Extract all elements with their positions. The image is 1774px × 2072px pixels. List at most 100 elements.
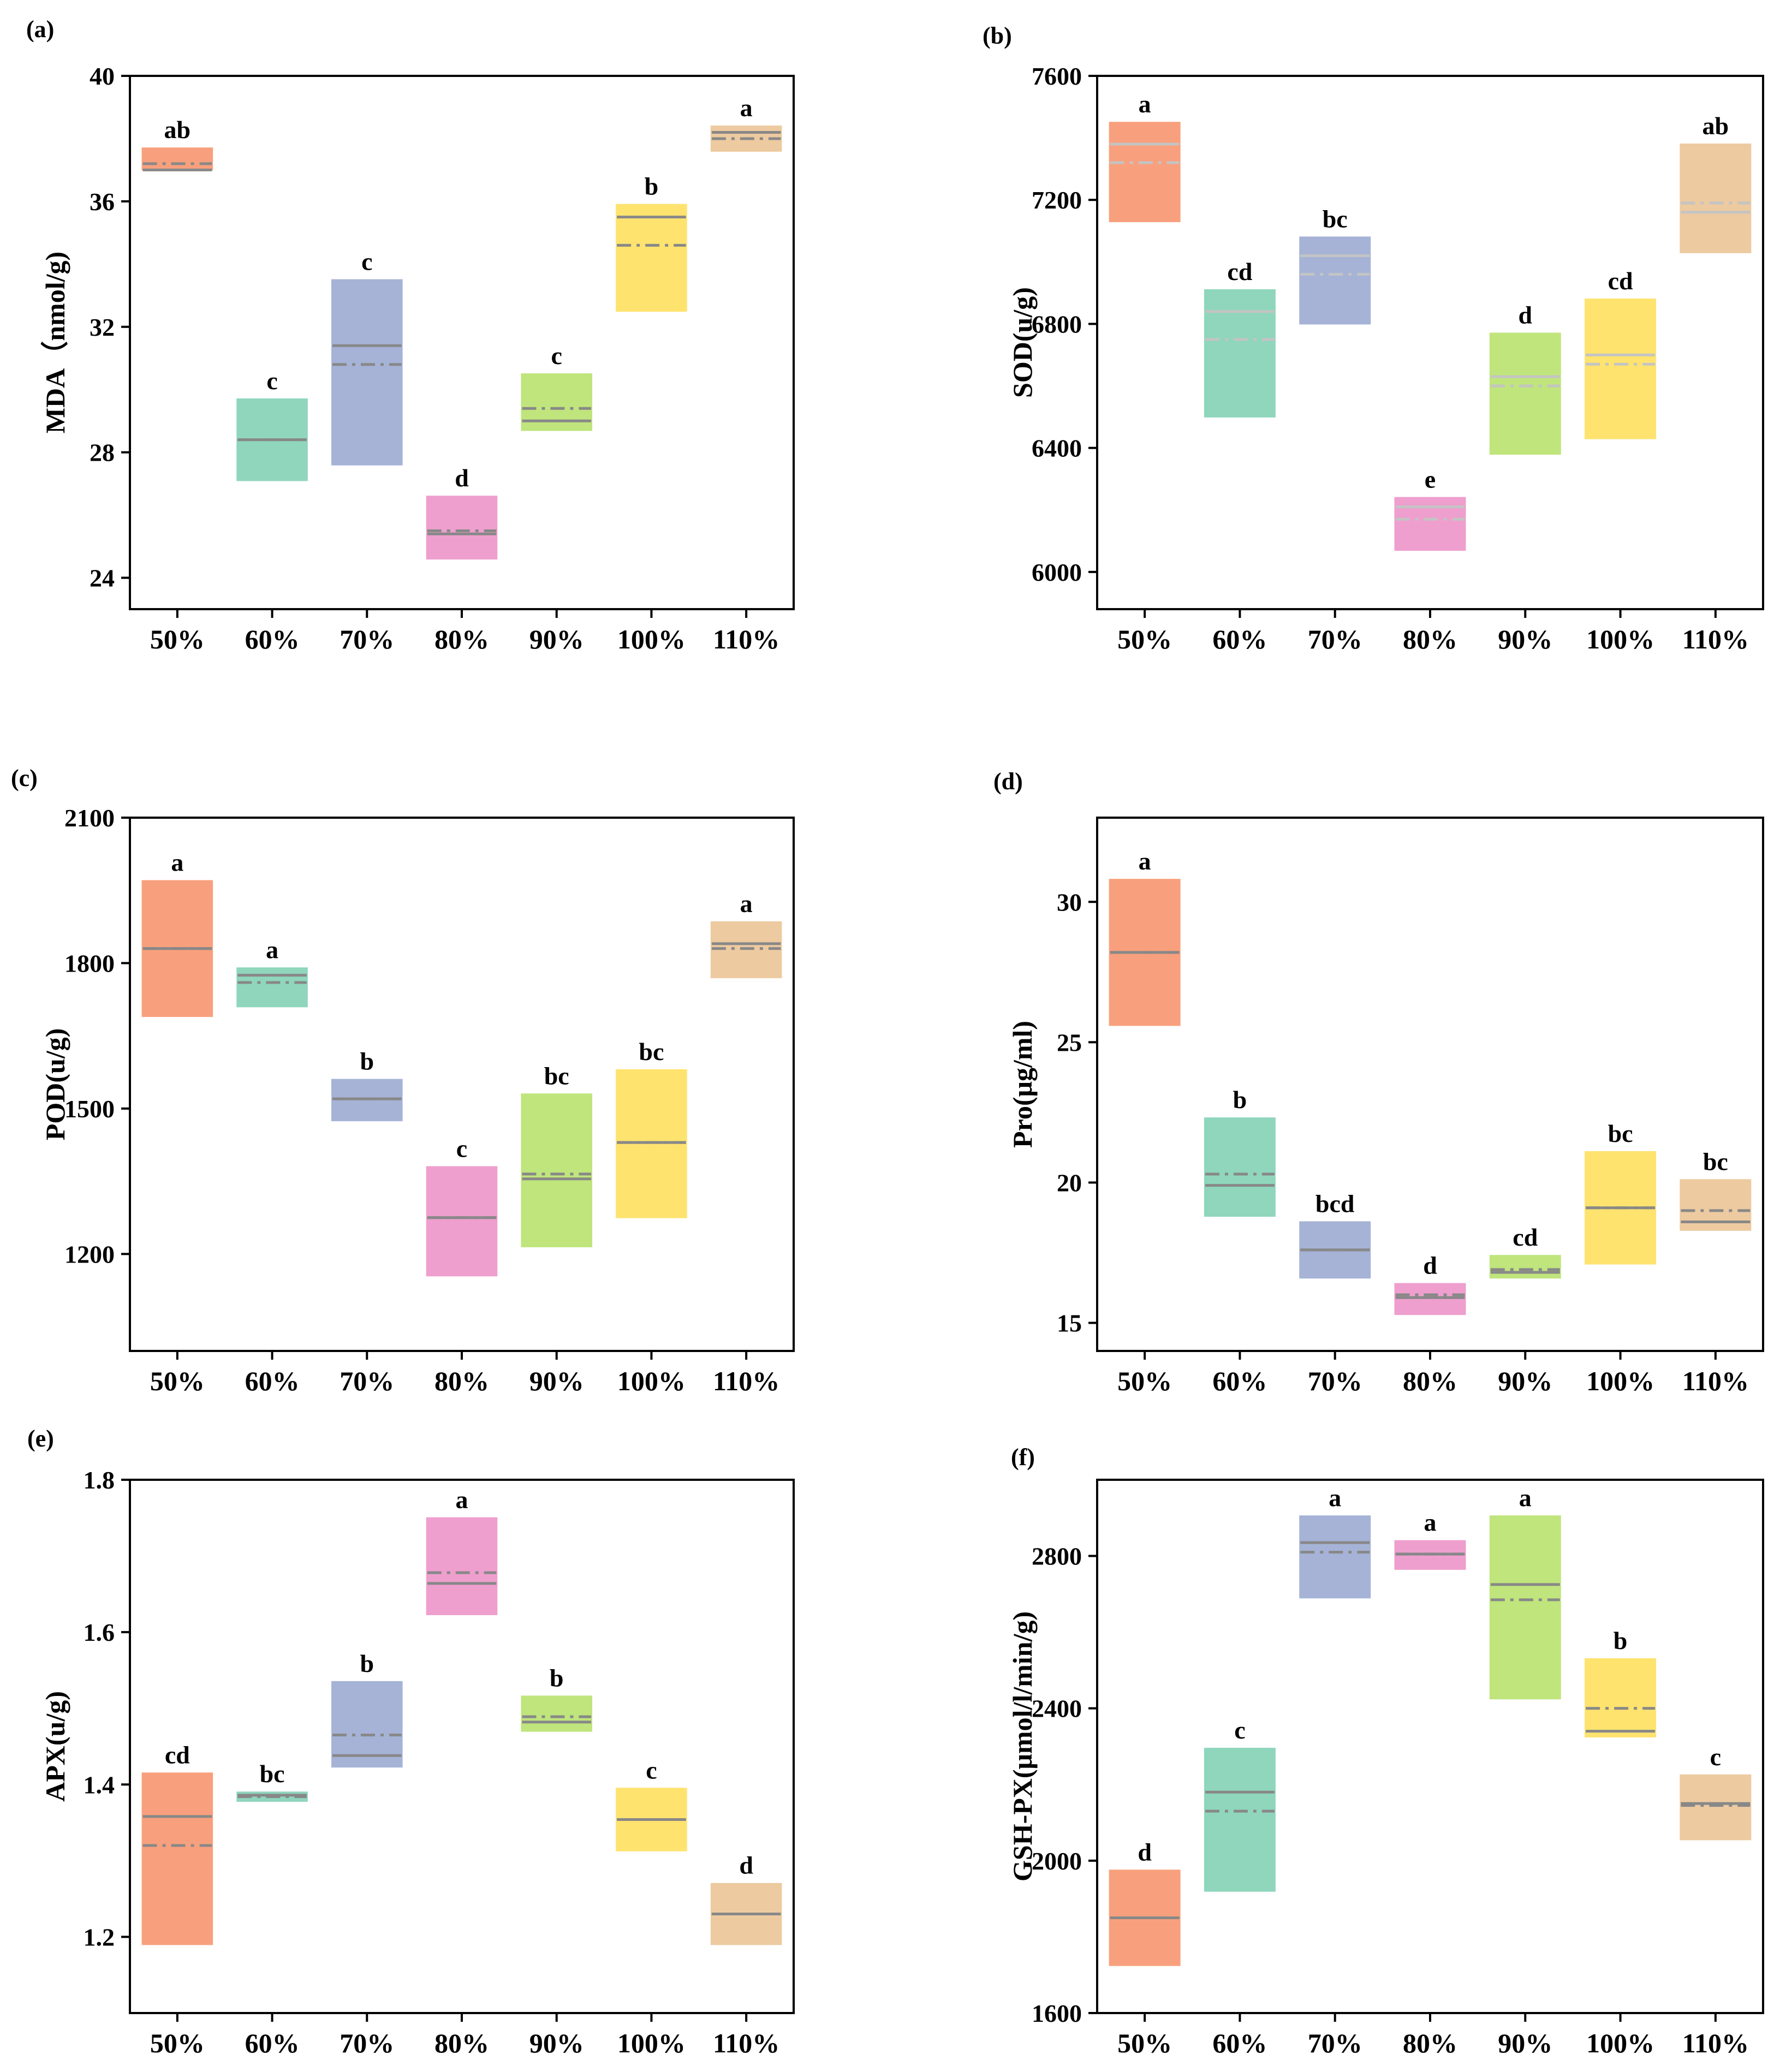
- y-tick-label: 7200: [1032, 186, 1082, 214]
- panel-f: (f) d c a a a b c 1600 2000 2400 2800 50% 60% 70% 80% 90…: [1007, 1444, 1764, 2058]
- x-tick-label: 60%: [245, 1366, 300, 1396]
- x-tick-label: 50%: [150, 2028, 205, 2058]
- significance-label: bc: [639, 1038, 664, 1065]
- x-tick-label: 100%: [1586, 1366, 1654, 1396]
- y-tick-label: 1500: [64, 1095, 115, 1123]
- y-tick-label: 20: [1057, 1169, 1082, 1196]
- significance-label: a: [266, 936, 278, 963]
- x-tick-label: 70%: [340, 1366, 394, 1396]
- panel-d: (d) a b bcd d cd bc bc 15 20 25 30 50% 60% 70% 80% 90% 10…: [993, 768, 1764, 1396]
- x-tick-label: 110%: [713, 2028, 779, 2058]
- y-tick-label: 1.2: [84, 1923, 115, 1951]
- x-tick-label: 110%: [713, 624, 779, 654]
- y-tick-label: 6000: [1032, 558, 1082, 586]
- box-70%: [1299, 236, 1371, 325]
- x-tick-label: 110%: [1682, 1366, 1749, 1396]
- box-50%: [141, 147, 213, 171]
- x-tick-label: 90%: [529, 624, 584, 654]
- box-50%: [1109, 122, 1181, 222]
- x-tick-label: 90%: [529, 2028, 584, 2058]
- x-tick-label: 100%: [1586, 624, 1654, 654]
- box-80%: [426, 1166, 498, 1277]
- significance-label: cd: [1608, 267, 1633, 295]
- y-tick-label: 24: [90, 564, 115, 592]
- x-tick-label: 90%: [1498, 2028, 1552, 2058]
- box-100%: [616, 204, 687, 312]
- x-tick-label: 50%: [1117, 1366, 1172, 1396]
- x-tick-label: 70%: [1308, 2028, 1362, 2058]
- x-tick-label: 110%: [1682, 624, 1749, 654]
- significance-label: cd: [1513, 1223, 1538, 1251]
- y-tick-label: 2000: [1032, 1847, 1082, 1875]
- y-tick-label: 30: [1057, 888, 1082, 916]
- significance-label: bc: [1703, 1147, 1728, 1175]
- box-110%: [1680, 1774, 1752, 1841]
- x-tick-label: 60%: [245, 2028, 300, 2058]
- box-90%: [521, 1093, 592, 1248]
- box-60%: [1204, 1117, 1276, 1217]
- x-tick-label: 70%: [340, 624, 394, 654]
- significance-label: d: [455, 464, 469, 492]
- x-tick-label: 80%: [1403, 624, 1457, 654]
- significance-label: b: [1614, 1627, 1628, 1654]
- y-tick-label: 2100: [64, 804, 115, 832]
- significance-label: b: [550, 1664, 564, 1692]
- significance-label: a: [740, 890, 753, 918]
- x-tick-label: 80%: [434, 624, 489, 654]
- box-60%: [1204, 289, 1276, 418]
- y-tick-label: 25: [1057, 1028, 1082, 1056]
- x-tick-label: 110%: [713, 1366, 779, 1396]
- significance-label: b: [360, 1047, 374, 1075]
- x-tick-label: 100%: [617, 2028, 686, 2058]
- x-tick-label: 90%: [1498, 624, 1552, 654]
- significance-label: bc: [1608, 1120, 1633, 1147]
- x-tick-label: 80%: [434, 1366, 489, 1396]
- panel-label: (f): [1011, 1444, 1035, 1470]
- box-50%: [141, 1772, 213, 1945]
- x-tick-label: 60%: [245, 624, 300, 654]
- significance-label: bcd: [1315, 1189, 1355, 1217]
- significance-label: a: [1329, 1484, 1341, 1511]
- significance-label: cd: [165, 1741, 190, 1769]
- y-tick-label: 7600: [1032, 62, 1082, 90]
- x-tick-label: 70%: [1308, 1366, 1362, 1396]
- y-tick-label: 1.8: [84, 1466, 115, 1494]
- y-tick-label: 6400: [1032, 434, 1082, 462]
- box-110%: [1680, 143, 1752, 253]
- x-tick-label: 60%: [1212, 2028, 1267, 2058]
- significance-label: c: [1234, 1716, 1245, 1744]
- box-70%: [1299, 1515, 1371, 1599]
- significance-label: b: [360, 1650, 374, 1677]
- box-60%: [1204, 1747, 1276, 1892]
- box-90%: [1489, 332, 1561, 455]
- box-90%: [521, 1695, 592, 1732]
- significance-label: bc: [260, 1760, 285, 1788]
- significance-label: d: [1518, 301, 1532, 329]
- x-tick-label: 100%: [617, 1366, 686, 1396]
- box-90%: [1489, 1255, 1561, 1279]
- box-80%: [1394, 1283, 1466, 1315]
- significance-label: a: [740, 94, 753, 122]
- panel-label: (e): [27, 1425, 54, 1452]
- x-tick-label: 80%: [1403, 1366, 1457, 1396]
- significance-label: d: [1423, 1252, 1437, 1279]
- significance-label: ab: [1702, 112, 1729, 140]
- x-tick-label: 70%: [340, 2028, 394, 2058]
- significance-label: a: [456, 1486, 468, 1514]
- y-tick-label: 15: [1057, 1309, 1082, 1337]
- y-axis-title: APX(u/g): [40, 1691, 70, 1802]
- x-tick-label: 50%: [1117, 2028, 1172, 2058]
- y-tick-label: 28: [90, 439, 115, 467]
- significance-label: bc: [1323, 205, 1348, 233]
- significance-label: e: [1425, 466, 1436, 493]
- y-tick-label: 32: [90, 313, 115, 341]
- x-tick-label: 60%: [1212, 1366, 1267, 1396]
- significance-label: a: [1139, 90, 1151, 118]
- significance-label: d: [1138, 1838, 1152, 1866]
- y-axis-title: POD(u/g): [40, 1028, 70, 1141]
- significance-label: cd: [1227, 258, 1252, 285]
- y-tick-label: 1.6: [84, 1618, 115, 1646]
